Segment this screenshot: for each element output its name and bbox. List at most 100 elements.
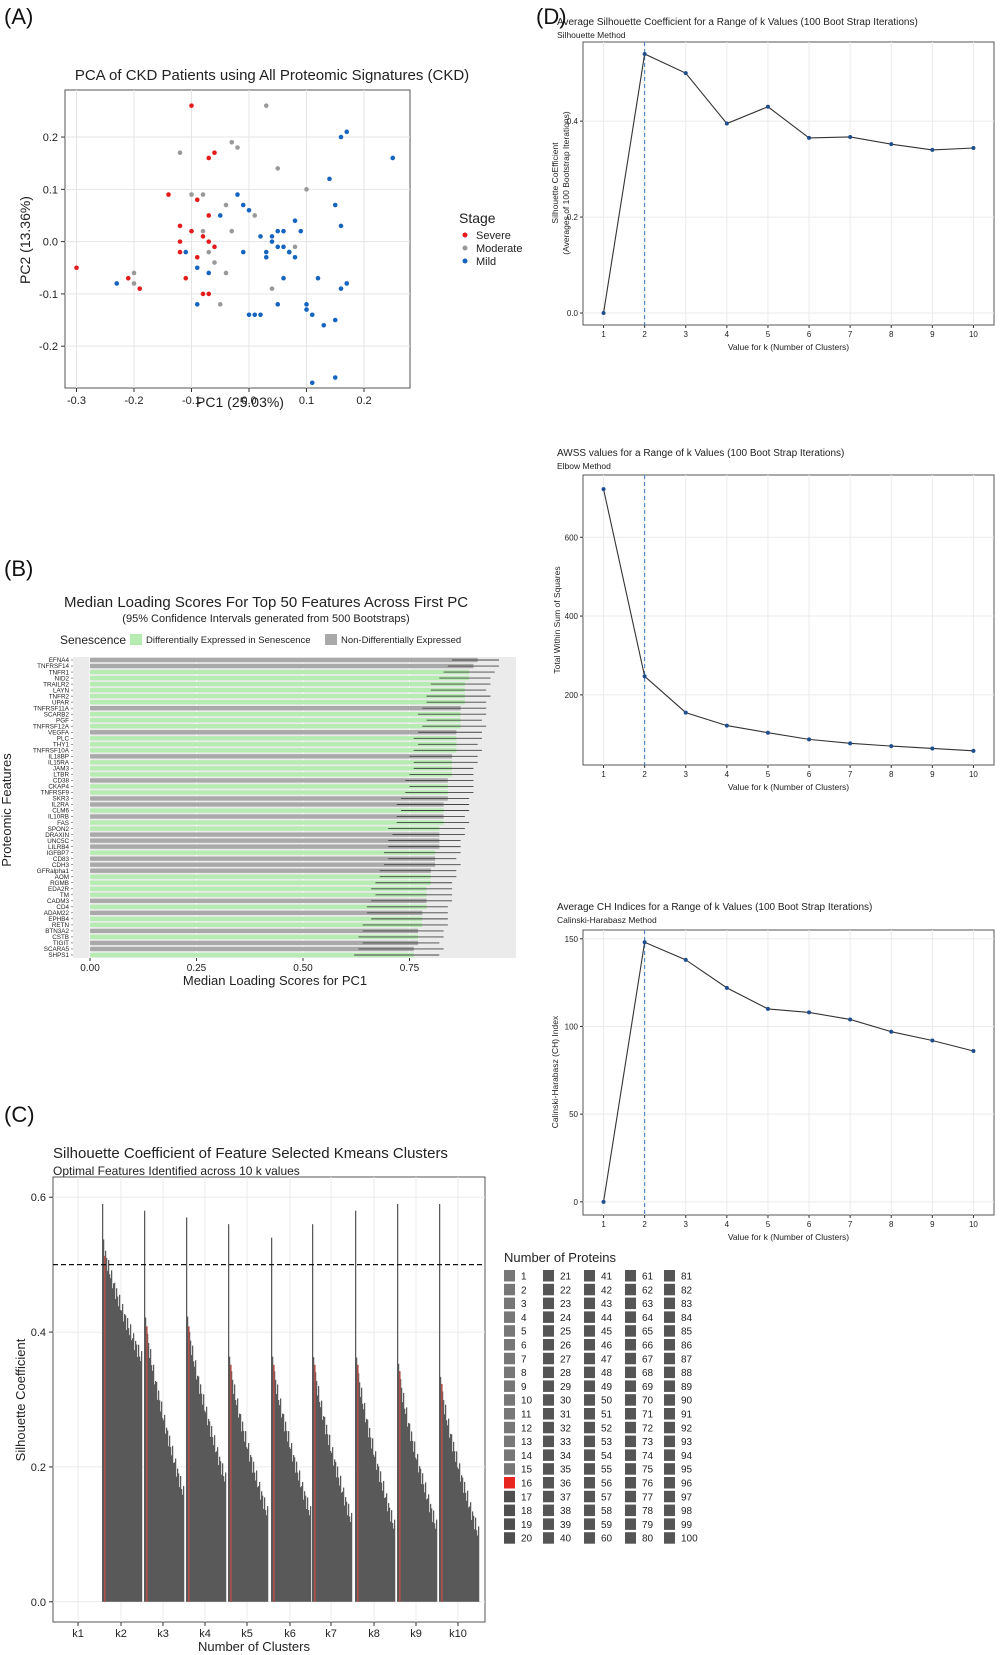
loadings-y-tick-label: CKAP4: [48, 784, 69, 791]
awss-point: [683, 710, 688, 715]
silhouette-features-bar: [407, 1426, 409, 1602]
proteins-legend-label: 18: [521, 1506, 533, 1517]
silhouette_k-x-tick-label: 9: [930, 330, 935, 339]
proteins-legend-label: 30: [560, 1396, 572, 1407]
loadings-legend-key: [325, 634, 337, 645]
pca-point-mild: [281, 228, 286, 234]
silhouette-features-bar: [137, 1357, 139, 1602]
proteins-legend-key: [584, 1352, 595, 1365]
proteins-legend-key: [543, 1297, 554, 1310]
silhouette_k-y-axis-label-2: (Averages of 100 Bootstrap Iterations): [561, 111, 571, 255]
silhouette-features-bar: [216, 1451, 218, 1602]
proteins-legend-key: [584, 1504, 595, 1517]
silhouette-features-bar: [171, 1455, 173, 1602]
silhouette-features-bar: [200, 1384, 202, 1602]
silhouette-features-bar: [287, 1441, 289, 1602]
loadings-y-tick-label: IL2RA: [51, 802, 69, 809]
loadings-y-tick-label: TIGIT: [53, 940, 69, 947]
loadings-bar: [90, 940, 419, 946]
silhouette-features-bar: [145, 1317, 147, 1602]
pca-point-mild: [194, 265, 200, 271]
silhouette-features-bar: [436, 1519, 438, 1602]
silhouette-features-y-tick-label: 0.2: [31, 1462, 46, 1474]
pca-point-mild: [390, 155, 396, 161]
loadings-legend-title: Senescence: [60, 633, 126, 647]
pca-y-tick-label: 0.2: [43, 132, 58, 144]
silhouette-features-bar: [162, 1418, 164, 1602]
silhouette-features-highlight-bar: [399, 1371, 401, 1602]
silhouette-features-bar: [105, 1250, 107, 1602]
proteins-legend-label: 84: [681, 1313, 693, 1324]
pca-point-severe: [194, 254, 200, 260]
proteins-legend-label: 48: [601, 1368, 613, 1379]
pca-point-moderate: [206, 249, 212, 255]
silhouette-features-bar: [452, 1451, 454, 1602]
proteins-legend-key: [504, 1532, 515, 1544]
silhouette-features-bar: [266, 1515, 268, 1602]
silhouette-features-bar: [329, 1434, 331, 1602]
pca-x-tick-label: -0.2: [125, 395, 144, 407]
pca-legend-title: Stage: [459, 210, 496, 226]
proteins-legend-key: [664, 1477, 675, 1489]
silhouette-features-bar: [136, 1344, 138, 1602]
silhouette-features-x-tick-label: k9: [410, 1628, 422, 1640]
loadings-y-tick-label: IL15RA: [48, 760, 70, 767]
silhouette-features-bar: [106, 1257, 108, 1602]
silhouette-features-bar: [379, 1481, 381, 1602]
awss-point: [807, 737, 812, 742]
loadings-y-tick-label: DRAXIN: [45, 832, 69, 839]
silhouette-features-bar: [128, 1328, 130, 1602]
proteins-legend-key: [504, 1518, 515, 1530]
silhouette-features-bar: [391, 1510, 393, 1602]
awss-point: [848, 741, 853, 746]
pca-point-mild: [263, 254, 269, 260]
ch-point: [807, 1010, 812, 1015]
proteins-legend-label: 91: [681, 1410, 693, 1421]
proteins-legend-label: 87: [681, 1354, 693, 1365]
silhouette-features-bar: [276, 1394, 278, 1602]
proteins-legend-key: [664, 1394, 675, 1406]
silhouette-features-bar: [211, 1426, 213, 1602]
silhouette_k-x-tick-label: 5: [766, 330, 771, 339]
proteins-legend-key: [584, 1490, 595, 1503]
awss-y-tick-label: 400: [565, 612, 579, 621]
silhouette-features-bar: [451, 1434, 453, 1602]
proteins-legend-label: 53: [601, 1437, 613, 1448]
silhouette-features-bar: [214, 1435, 216, 1602]
loadings-y-tick-label: TNFR2: [49, 693, 70, 700]
pca-point-mild: [183, 249, 189, 255]
silhouette-features-bar: [284, 1431, 286, 1602]
silhouette-features-bar: [364, 1402, 366, 1602]
silhouette-features-bar: [277, 1384, 279, 1602]
silhouette-features-bar: [454, 1451, 456, 1602]
silhouette-features-bar: [332, 1447, 334, 1602]
silhouette-features-bar: [221, 1474, 223, 1602]
pca-point-mild: [309, 312, 315, 318]
silhouette-features-bar: [298, 1480, 300, 1602]
loadings-y-tick-label: RGMB: [50, 880, 69, 887]
silhouette-features-bar: [254, 1472, 256, 1602]
pca-point-mild: [304, 307, 309, 312]
silhouette-features-bar: [138, 1344, 140, 1602]
silhouette-features-bar: [178, 1473, 180, 1602]
silhouette-features-bar: [164, 1414, 166, 1602]
silhouette-features-bar: [334, 1459, 336, 1602]
silhouette-features-bar: [381, 1482, 383, 1602]
silhouette-features-bar: [350, 1521, 352, 1602]
silhouette-features-bar: [453, 1441, 455, 1602]
proteins-legend-key: [625, 1490, 636, 1503]
ch-y-tick-label: 150: [565, 935, 579, 944]
silhouette-features-bar: [281, 1417, 283, 1602]
loadings-bar: [90, 952, 414, 958]
silhouette-features-bar: [161, 1401, 163, 1602]
silhouette-features-bar: [169, 1435, 171, 1602]
silhouette-features-bar: [204, 1410, 206, 1602]
proteins-legend-key: [504, 1297, 515, 1310]
loadings-y-tick-label: EDA2R: [48, 886, 69, 893]
proteins-legend-label: 8: [521, 1368, 527, 1379]
silhouette_k-point: [930, 147, 935, 152]
silhouette-features-bar: [355, 1210, 357, 1602]
silhouette-features-bar: [428, 1494, 430, 1602]
proteins-legend-key: [584, 1283, 595, 1296]
loadings-y-tick-label: TNFRSF9: [41, 790, 70, 797]
